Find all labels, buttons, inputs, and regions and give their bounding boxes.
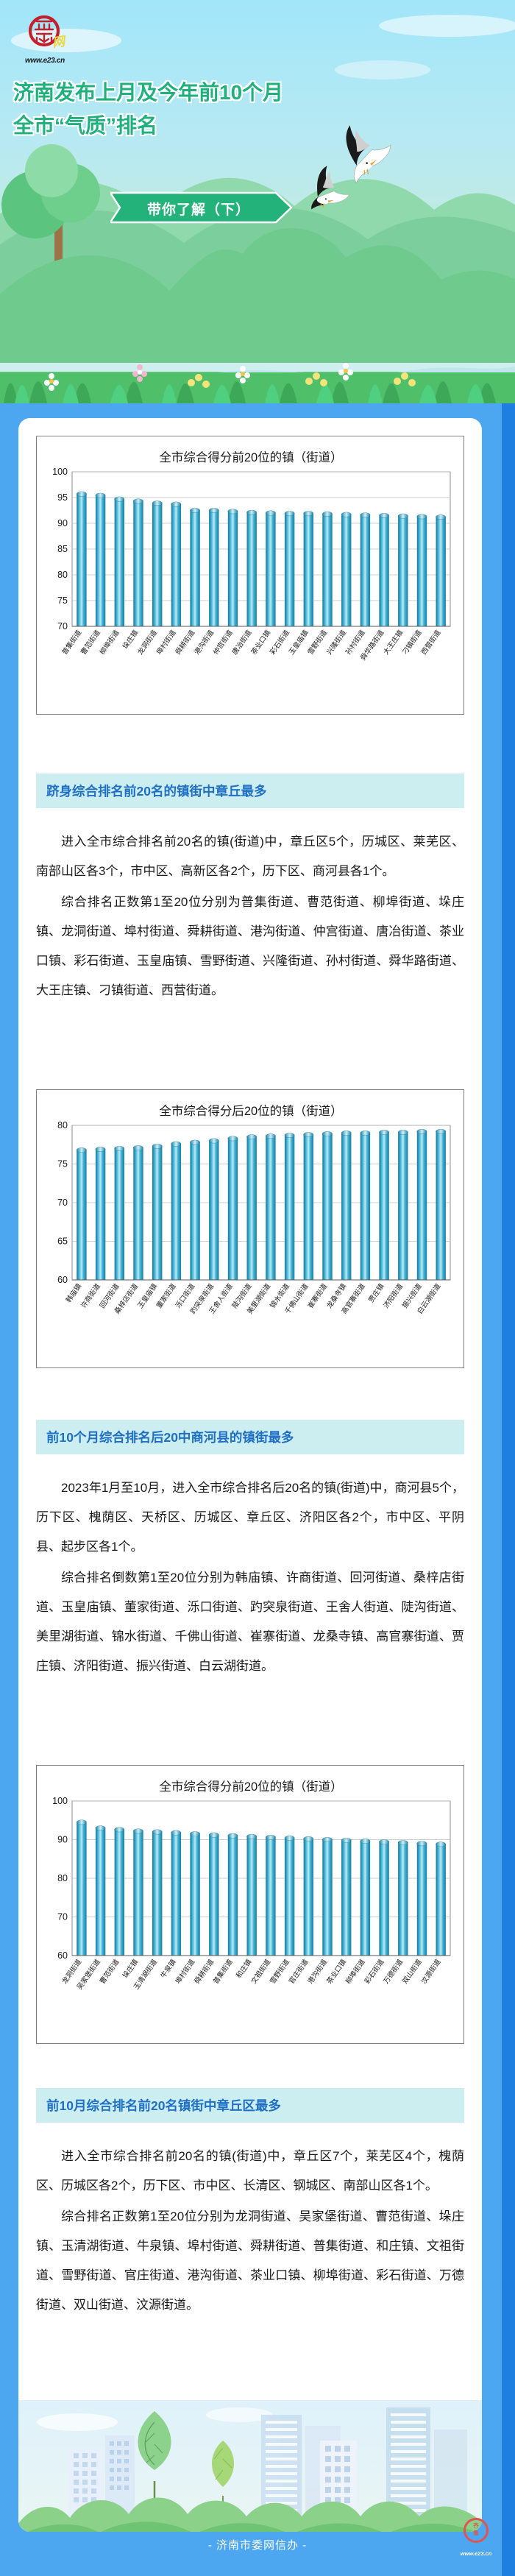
svg-text:70: 70 — [57, 621, 68, 631]
svg-text:西营街道: 西营街道 — [419, 628, 443, 656]
svg-text:柳埠街道: 柳埠街道 — [98, 628, 121, 656]
svg-text:全市综合得分前20位的镇（街道）: 全市综合得分前20位的镇（街道） — [159, 450, 342, 464]
svg-text:80: 80 — [57, 570, 68, 580]
svg-text:70: 70 — [57, 1197, 68, 1208]
svg-text:90: 90 — [57, 518, 68, 528]
svg-text:90: 90 — [57, 1835, 68, 1845]
svg-text:80: 80 — [57, 1873, 68, 1883]
svg-text:70: 70 — [57, 1912, 68, 1922]
svg-text:鲁: 鲁 — [473, 2529, 479, 2536]
svg-text:60: 60 — [57, 1275, 68, 1285]
svg-text:汶源街道: 汶源街道 — [419, 1957, 443, 1985]
svg-text:韩庙镇: 韩庙镇 — [64, 1281, 83, 1304]
svg-text:75: 75 — [57, 1159, 68, 1170]
svg-text:曹范街道: 曹范街道 — [98, 1957, 121, 1985]
svg-text:75: 75 — [57, 595, 68, 606]
svg-text:齐: 齐 — [473, 2522, 479, 2529]
svg-text:85: 85 — [57, 544, 68, 554]
svg-text:95: 95 — [57, 492, 68, 503]
svg-text:垛庄镇: 垛庄镇 — [121, 628, 140, 651]
svg-text:100: 100 — [52, 467, 68, 477]
svg-text:和庄镇: 和庄镇 — [234, 1957, 253, 1980]
svg-text:牛泉镇: 牛泉镇 — [159, 1957, 178, 1980]
svg-text:普集街道: 普集街道 — [211, 1957, 235, 1985]
svg-text:垛庄镇: 垛庄镇 — [121, 1957, 140, 1980]
svg-text:贾庄镇: 贾庄镇 — [366, 1281, 386, 1304]
svg-text:全市综合得分前20位的镇（街道）: 全市综合得分前20位的镇（街道） — [159, 1780, 342, 1794]
svg-text:80: 80 — [57, 1120, 68, 1130]
svg-text:全市综合得分后20位的镇（街道）: 全市综合得分后20位的镇（街道） — [159, 1104, 342, 1118]
svg-text:100: 100 — [52, 1796, 68, 1806]
svg-text:60: 60 — [57, 1950, 68, 1961]
svg-text:65: 65 — [57, 1236, 68, 1247]
